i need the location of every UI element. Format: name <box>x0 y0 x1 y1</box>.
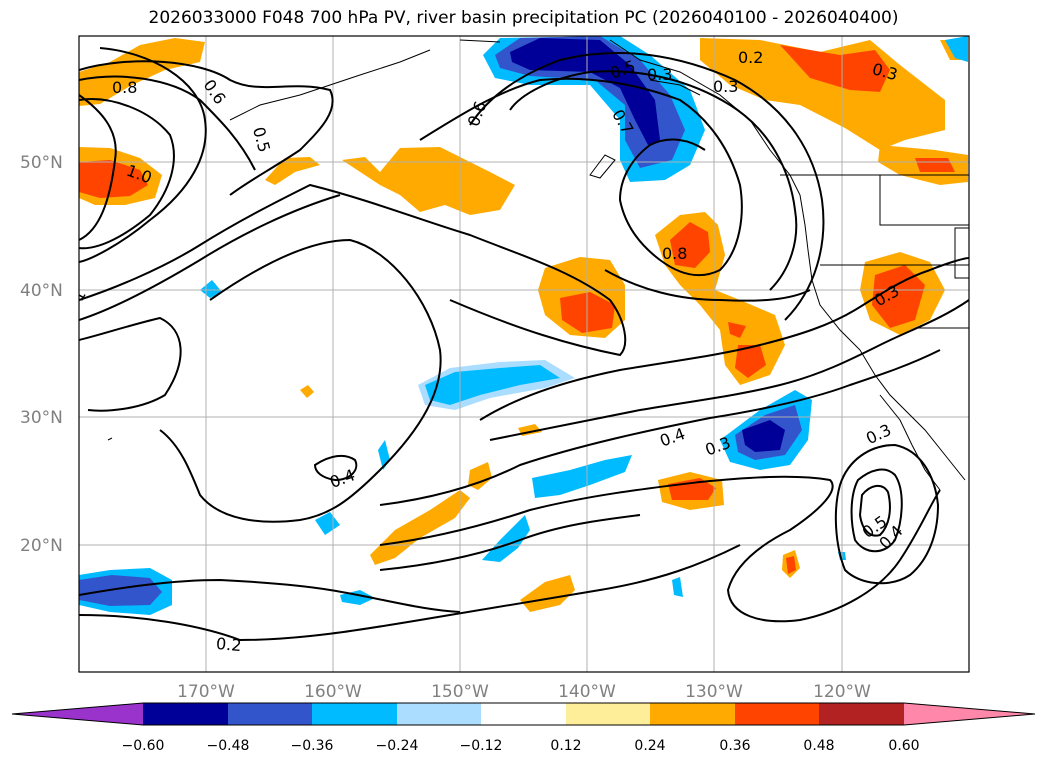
colorbar-tick-label: 0.24 <box>634 738 665 754</box>
map-background <box>79 36 969 672</box>
chart-title: 2026033000 F048 700 hPa PV, river basin … <box>148 8 899 28</box>
positive-anomaly-areas <box>79 38 968 612</box>
colorbar-tick-label: 0.12 <box>550 738 581 754</box>
lat-label: 40°N <box>20 281 63 301</box>
colorbar-outline <box>11 702 1036 726</box>
lon-label: 140°W <box>558 682 616 702</box>
colorbar-tick-label: −0.36 <box>291 738 334 754</box>
colorbar-bin <box>143 703 228 725</box>
contour-label: 0.2 <box>215 634 242 655</box>
contour-label: 0.8 <box>112 78 137 97</box>
colorbar-tick-label: −0.48 <box>207 738 250 754</box>
colorbar-bin <box>312 703 397 725</box>
map-frame <box>78 35 970 673</box>
latitude-labels: 50°N 40°N 30°N 20°N <box>20 153 63 556</box>
contour-label: 0.3 <box>647 65 672 84</box>
contour-label: 1 <box>68 286 90 304</box>
colorbar-bin <box>819 703 904 725</box>
colorbar-bin <box>228 703 312 725</box>
lon-label: 130°W <box>685 682 743 702</box>
colorbar-tick-label: −0.12 <box>460 738 503 754</box>
contour-label: 0.3 <box>713 77 738 96</box>
colorbar-tick-label: 0.60 <box>888 738 919 754</box>
lon-label: 120°W <box>813 682 871 702</box>
lon-label: 160°W <box>304 682 362 702</box>
colorbar-tick-label: 0.36 <box>719 738 750 754</box>
longitude-labels: 170°W 160°W 150°W 140°W 130°W 120°W <box>177 682 871 702</box>
colorbar-tick-label: −0.24 <box>376 738 419 754</box>
colorbar-bin <box>481 703 566 725</box>
colorbar-bin <box>735 703 819 725</box>
lon-label: 170°W <box>177 682 235 702</box>
colorbar-bin <box>650 703 735 725</box>
colorbar-tick-labels: −0.60 −0.48 −0.36 −0.24 −0.12 0.12 0.24 … <box>122 738 920 754</box>
contour-label: 0.8 <box>662 244 687 263</box>
lat-label: 50°N <box>20 153 63 173</box>
colorbar-bin <box>397 703 481 725</box>
graticule <box>79 36 969 672</box>
colorbar-right-extension <box>904 703 1035 725</box>
lat-label: 30°N <box>20 408 63 428</box>
lon-label: 150°W <box>431 682 489 702</box>
contour-label: 0.2 <box>738 48 763 67</box>
negative-anomaly-areas <box>79 36 968 615</box>
colorbar-bin <box>566 703 650 725</box>
colorbar-tick-label: −0.60 <box>122 738 165 754</box>
colorbar-tick-label: 0.48 <box>803 738 834 754</box>
lat-label: 20°N <box>20 536 63 556</box>
pv-contours <box>79 47 969 642</box>
colorbar: −0.60 −0.48 −0.36 −0.24 −0.12 0.12 0.24 … <box>11 702 1036 754</box>
colorbar-left-extension <box>12 703 143 725</box>
